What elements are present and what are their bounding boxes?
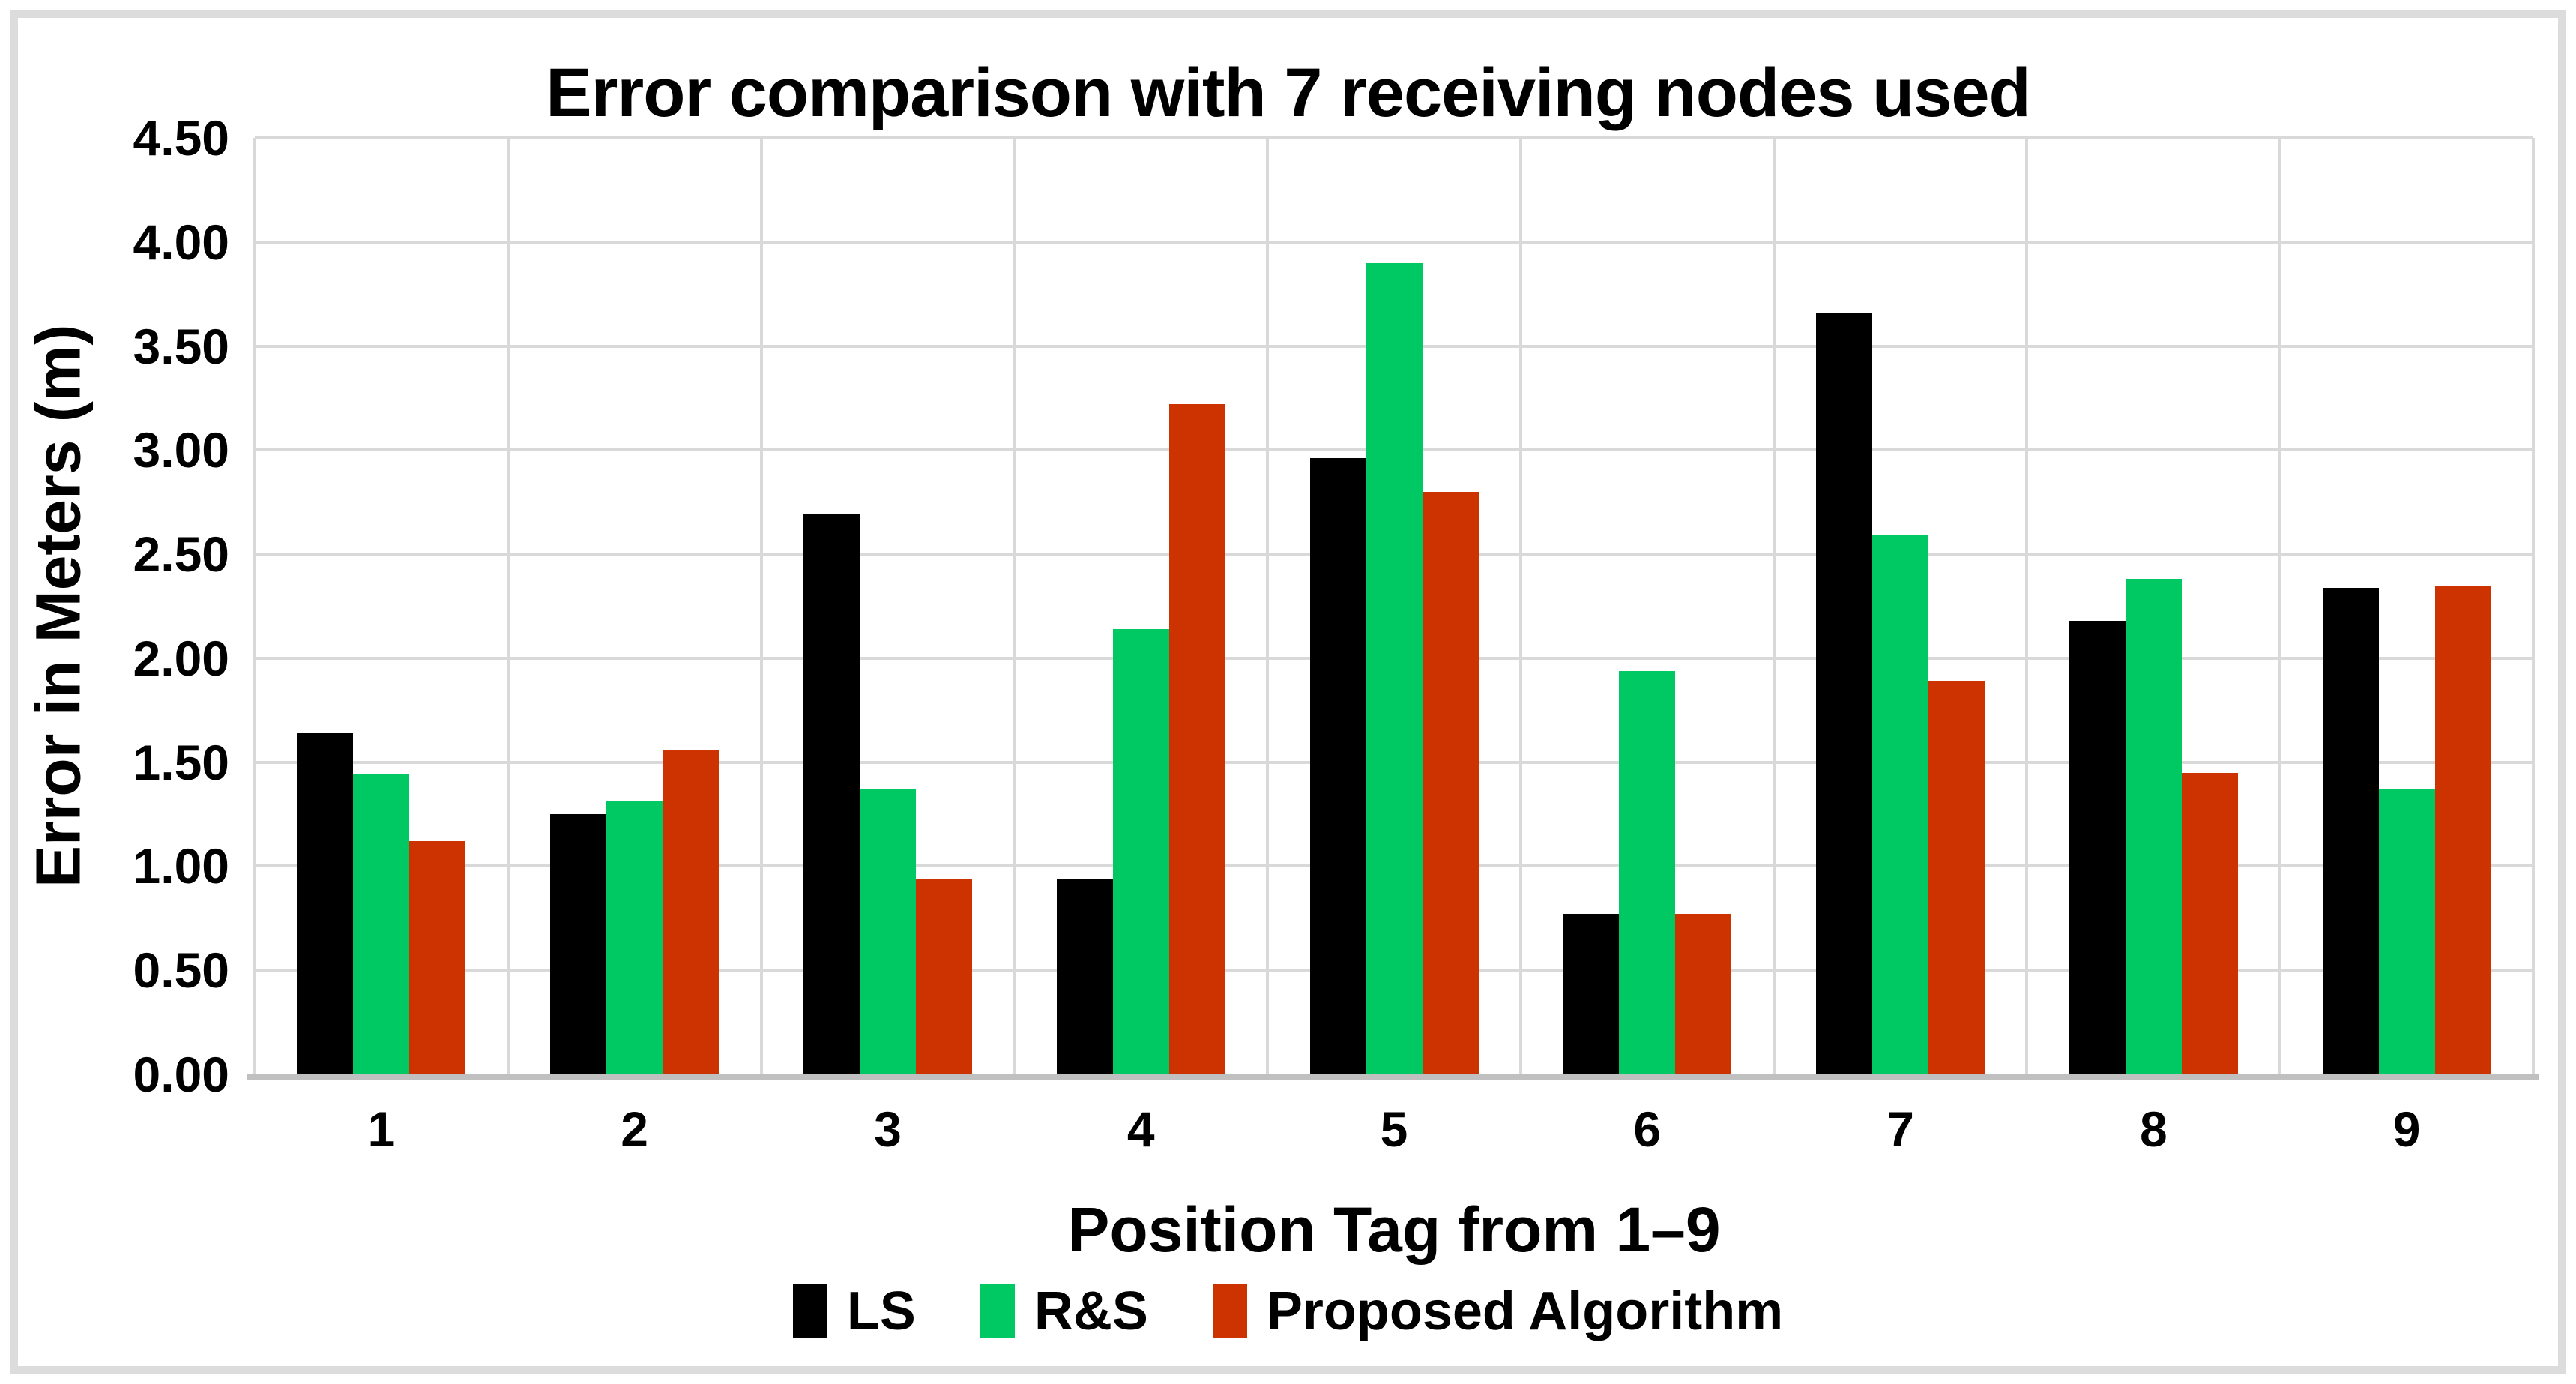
x-tick-label: 3 <box>874 1101 902 1157</box>
bar-ls-8 <box>2069 620 2126 1074</box>
v-gridline <box>506 138 510 1074</box>
bar-ls-7 <box>1816 313 1873 1074</box>
bar-proposed-algorithm-7 <box>1928 681 1985 1074</box>
bar-r-s-6 <box>1619 670 1676 1074</box>
bar-ls-1 <box>297 732 354 1074</box>
plot-area <box>253 136 2535 1074</box>
legend-item-proposed-algorithm: Proposed Algorithm <box>1212 1281 1784 1342</box>
y-tick-label: 0.50 <box>133 942 229 999</box>
legend-swatch-proposed-algorithm <box>1212 1284 1247 1338</box>
bar-r-s-2 <box>606 801 663 1074</box>
bar-r-s-7 <box>1872 535 1929 1074</box>
v-gridline <box>1772 138 1776 1074</box>
y-tick-label: 2.00 <box>133 630 229 686</box>
h-gridline <box>255 136 2533 139</box>
bar-r-s-5 <box>1366 262 1423 1074</box>
bar-proposed-algorithm-4 <box>1168 404 1225 1074</box>
v-gridline <box>1266 138 1270 1074</box>
v-gridline <box>1518 138 1522 1074</box>
bar-proposed-algorithm-2 <box>663 750 720 1074</box>
y-axis-title: Error in Meters (m) <box>22 324 94 888</box>
y-tick-label: 3.00 <box>133 422 229 478</box>
x-tick-label: 5 <box>1380 1101 1408 1157</box>
bar-proposed-algorithm-6 <box>1675 914 1732 1074</box>
legend-label-proposed-algorithm: Proposed Algorithm <box>1266 1281 1784 1341</box>
bar-r-s-8 <box>2125 579 2182 1074</box>
y-tick-label: 4.00 <box>133 214 229 270</box>
bar-proposed-algorithm-9 <box>2434 585 2491 1074</box>
bar-r-s-9 <box>2378 789 2435 1074</box>
y-tick-label: 0.00 <box>133 1047 229 1102</box>
bar-r-s-1 <box>353 774 410 1074</box>
v-gridline <box>253 138 256 1074</box>
bar-ls-3 <box>803 514 860 1074</box>
x-axis-line <box>247 1074 2539 1080</box>
v-gridline <box>759 138 763 1074</box>
legend-label-ls: LS <box>846 1281 916 1341</box>
x-tick-label: 7 <box>1886 1101 1914 1157</box>
bar-ls-9 <box>2322 587 2379 1074</box>
bar-ls-2 <box>550 814 607 1074</box>
x-tick-label: 1 <box>367 1101 396 1157</box>
bar-r-s-3 <box>859 789 916 1074</box>
legend-swatch-r-s <box>980 1284 1015 1338</box>
x-tick-label: 6 <box>1633 1101 1662 1157</box>
legend-item-r-s: R&S <box>980 1281 1148 1342</box>
x-tick-label: 2 <box>621 1101 649 1157</box>
v-gridline <box>1013 138 1016 1074</box>
legend-label-r-s: R&S <box>1034 1281 1148 1341</box>
chart-title: Error comparison with 7 receiving nodes … <box>546 55 2031 131</box>
x-tick-label: 8 <box>2139 1101 2168 1157</box>
bar-ls-6 <box>1563 914 1620 1074</box>
bar-ls-4 <box>1056 879 1113 1074</box>
y-tick-label: 1.00 <box>133 838 229 894</box>
v-gridline <box>2278 138 2282 1074</box>
legend: LS R&S Proposed Algorithm <box>0 1281 2576 1342</box>
x-tick-label: 9 <box>2392 1101 2421 1157</box>
y-tick-label: 4.50 <box>133 110 229 166</box>
y-tick-label: 3.50 <box>133 318 229 374</box>
bar-proposed-algorithm-1 <box>409 841 466 1074</box>
bar-proposed-algorithm-8 <box>2181 772 2238 1074</box>
x-axis-title: Position Tag from 1–9 <box>1067 1194 1721 1265</box>
bar-ls-5 <box>1309 458 1366 1074</box>
h-gridline <box>255 240 2533 244</box>
v-gridline <box>2025 138 2029 1074</box>
bar-r-s-4 <box>1112 629 1169 1074</box>
bar-proposed-algorithm-5 <box>1422 491 1479 1074</box>
legend-swatch-ls <box>792 1284 827 1338</box>
x-tick-label: 4 <box>1126 1101 1155 1157</box>
bar-proposed-algorithm-3 <box>915 879 972 1074</box>
v-gridline <box>2532 138 2535 1074</box>
y-tick-label: 2.50 <box>133 526 229 583</box>
y-tick-label: 1.50 <box>133 734 229 790</box>
legend-item-ls: LS <box>792 1281 916 1342</box>
